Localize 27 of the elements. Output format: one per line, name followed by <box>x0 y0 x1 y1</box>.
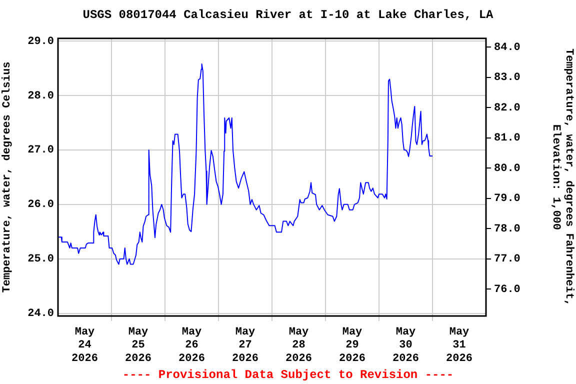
y2-tick-label: 81.0 <box>494 132 520 145</box>
y2-axis-title: Temperature, water, degrees Fahrenheit, Elevation: 1,000 <box>549 48 575 306</box>
y-tick-label: 27.0 <box>28 144 54 157</box>
x-tick-label: May 29 2026 <box>339 326 366 365</box>
x-tick-label: May 25 2026 <box>125 326 152 365</box>
x-tick-label: May 27 2026 <box>232 326 258 365</box>
y-tick-label: 28.0 <box>28 90 54 102</box>
y-tick-label: 29.0 <box>28 36 54 48</box>
y-tick-label: 26.0 <box>28 199 54 212</box>
y-tick-label: 25.0 <box>28 254 54 266</box>
x-tick-label: May 26 2026 <box>178 326 205 365</box>
x-tick-label: May 31 2026 <box>446 326 472 365</box>
y2-tick-label: 78.0 <box>494 223 520 236</box>
y2-tick-label: 79.0 <box>494 193 520 206</box>
chart-title: USGS 08017044 Calcasieu River at I-10 at Lake Charles, LA <box>82 8 494 22</box>
y2-tick-label: 76.0 <box>494 284 520 296</box>
y-tick-label: 24.0 <box>28 308 54 320</box>
x-tick-label: May 24 2026 <box>72 326 98 365</box>
y2-tick-label: 77.0 <box>494 254 520 266</box>
x-tick-label: May 30 2026 <box>392 326 419 365</box>
y-axis-title: Temperature, water, degrees Celsius <box>1 62 14 293</box>
y2-tick-label: 80.0 <box>494 162 520 175</box>
y2-tick-label: 84.0 <box>494 42 520 54</box>
x-tick-label: May 28 2026 <box>286 326 312 365</box>
y2-tick-label: 83.0 <box>494 72 520 84</box>
y2-tick-label: 82.0 <box>494 102 520 114</box>
text: ---- Provisional Data Subject to Revision ---- <box>122 368 454 382</box>
